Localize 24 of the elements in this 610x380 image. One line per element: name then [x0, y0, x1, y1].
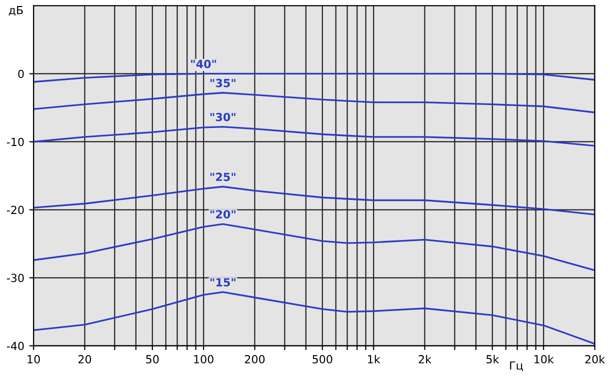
x-tick-label: 20: [78, 355, 92, 364]
series-label: "40": [191, 60, 216, 68]
x-axis-title: Гц: [510, 361, 523, 372]
series-label: "35": [210, 78, 236, 88]
series-label: "20": [210, 210, 236, 218]
x-tick-label: 100: [194, 355, 214, 364]
series-label: "15": [210, 278, 236, 287]
y-tick-label: -20: [6, 206, 24, 214]
y-tick-label: -40: [6, 342, 24, 350]
y-tick-label: -10: [6, 138, 24, 146]
x-tick-label: 500: [312, 355, 332, 364]
x-tick-label: 20k: [585, 354, 606, 364]
series-label: "30": [210, 112, 236, 122]
y-tick-label: -30: [6, 274, 24, 282]
x-tick-label: 1k: [368, 354, 380, 364]
x-tick-label: 50: [146, 355, 159, 364]
x-tick-label: 5k: [486, 354, 500, 364]
x-tick-label: 10: [28, 355, 40, 364]
y-axis-title: дБ: [8, 6, 23, 16]
x-tick-label: 200: [244, 355, 265, 364]
series-label: "25": [210, 172, 236, 182]
x-tick-label: 2k: [418, 354, 432, 364]
y-tick-label: 0: [18, 70, 24, 78]
x-tick-label: 10k: [534, 354, 554, 364]
